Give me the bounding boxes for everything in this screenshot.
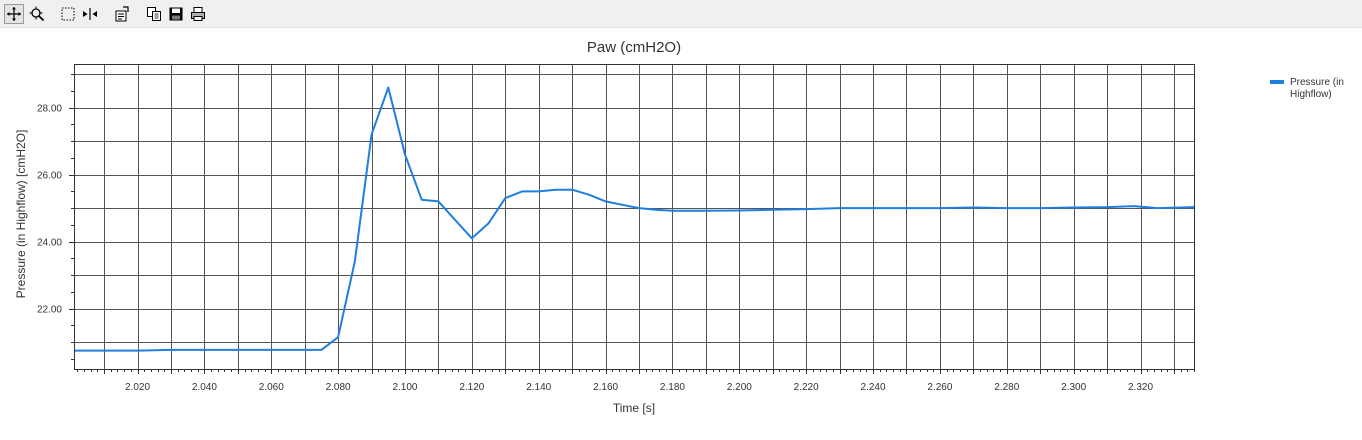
zoom-button[interactable] [28,5,46,23]
y-axis-label: Pressure (in Highflow) [cmH2O] [14,130,28,299]
x-tick-label: 2.260 [927,382,952,393]
print-button[interactable] [189,5,207,23]
copy-button[interactable] [145,5,163,23]
series-layer [74,86,1195,352]
x-tick-label: 2.120 [459,382,484,393]
split-arrows-icon [83,8,97,20]
properties-button[interactable] [113,5,131,23]
grid-lines [74,64,1194,369]
chart-title: Paw (cmH2O) [587,39,681,56]
y-tick-label: 24.00 [37,238,62,249]
legend-label-line: Highflow) [1290,89,1332,100]
x-tick-label: 2.060 [259,382,284,393]
plot-frame [74,64,1195,370]
y-tick-label: 28.00 [37,104,62,115]
x-tick-label: 2.180 [660,382,685,393]
dashed-select-icon [61,7,75,21]
y-tick-label: 22.00 [37,305,62,316]
save-icon [169,7,183,21]
x-tick-label: 2.240 [861,382,886,393]
chart-area: Paw (cmH2O) 2.020 2.040 2.060 2.080 2.100 2.1… [14,39,1344,415]
x-tick-label: 2.040 [192,382,217,393]
x-tick-label: 2.320 [1128,382,1153,393]
x-tick-label: 2.020 [125,382,150,393]
print-icon [191,7,205,21]
y-tick-labels: 22.00 24.00 26.00 28.00 [37,104,62,316]
copy-icon [147,7,161,21]
split-view-button[interactable] [81,5,99,23]
move-arrows-icon [7,7,21,21]
legend-swatch [1270,80,1284,84]
pan-button[interactable] [4,4,24,24]
legend-label: Pressure (in Highflow) [1290,77,1344,100]
legend-label-line: Pressure (in [1290,77,1344,88]
properties-icon [115,6,129,22]
legend: Pressure (in Highflow) [1270,77,1344,100]
x-axis-label: Time [s] [613,401,655,415]
plot-area[interactable] [74,64,1194,369]
x-tick-labels: 2.020 2.040 2.060 2.080 2.100 2.120 2.140 2.160… [125,382,1153,393]
x-tick-label: 2.100 [392,382,417,393]
select-region-button[interactable] [59,5,77,23]
x-tick-label: 2.160 [593,382,618,393]
y-tick-label: 26.00 [37,171,62,182]
zoom-icon [29,6,45,22]
save-button[interactable] [167,5,185,23]
series-line [74,86,1195,352]
x-tick-label: 2.300 [1061,382,1086,393]
x-tick-label: 2.080 [326,382,351,393]
x-tick-label: 2.220 [794,382,819,393]
x-tick-label: 2.140 [526,382,551,393]
chart-toolbar [0,0,1362,28]
x-tick-label: 2.280 [994,382,1019,393]
x-tick-label: 2.200 [727,382,752,393]
